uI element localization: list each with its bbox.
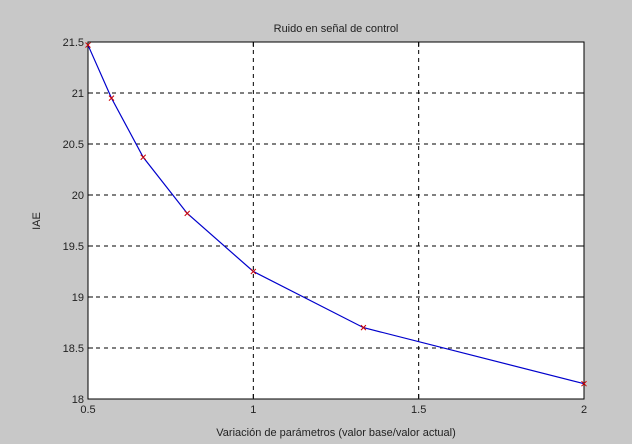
data-point xyxy=(360,324,367,331)
tick-labels: 0.5 1 1.5 2 18 18.5 19 19.5 20 20.5 21 21.5 xyxy=(63,37,587,416)
data-point xyxy=(581,380,587,387)
y-tick-label: 19.5 xyxy=(63,241,84,253)
y-tick-label: 18.5 xyxy=(63,343,84,355)
x-tick-label: 1 xyxy=(250,404,256,416)
plot-area xyxy=(87,41,585,400)
y-tick-label: 20 xyxy=(72,190,84,202)
y-axis-label: IAE xyxy=(31,212,43,230)
y-tick-label: 20.5 xyxy=(63,139,84,151)
y-tick-label: 18 xyxy=(72,394,84,406)
data-point xyxy=(108,95,115,101)
x-axis-label: Variación de parámetros (valor base/valo… xyxy=(216,427,455,439)
chart-title: Ruido en señal de control xyxy=(274,23,399,35)
y-tick-label: 21 xyxy=(72,88,84,100)
y-tick-label: 21.5 xyxy=(63,37,84,49)
grid-lines xyxy=(88,42,584,399)
data-point xyxy=(140,154,147,161)
series-layer xyxy=(85,42,587,387)
data-point xyxy=(250,268,257,275)
tick-marks xyxy=(87,41,585,400)
y-tick-label: 19 xyxy=(72,292,84,304)
x-tick-label: 1.5 xyxy=(411,404,426,416)
x-tick-label: 0.5 xyxy=(80,404,95,416)
data-point xyxy=(85,42,91,48)
x-tick-label: 2 xyxy=(581,404,587,416)
data-point xyxy=(184,210,191,217)
